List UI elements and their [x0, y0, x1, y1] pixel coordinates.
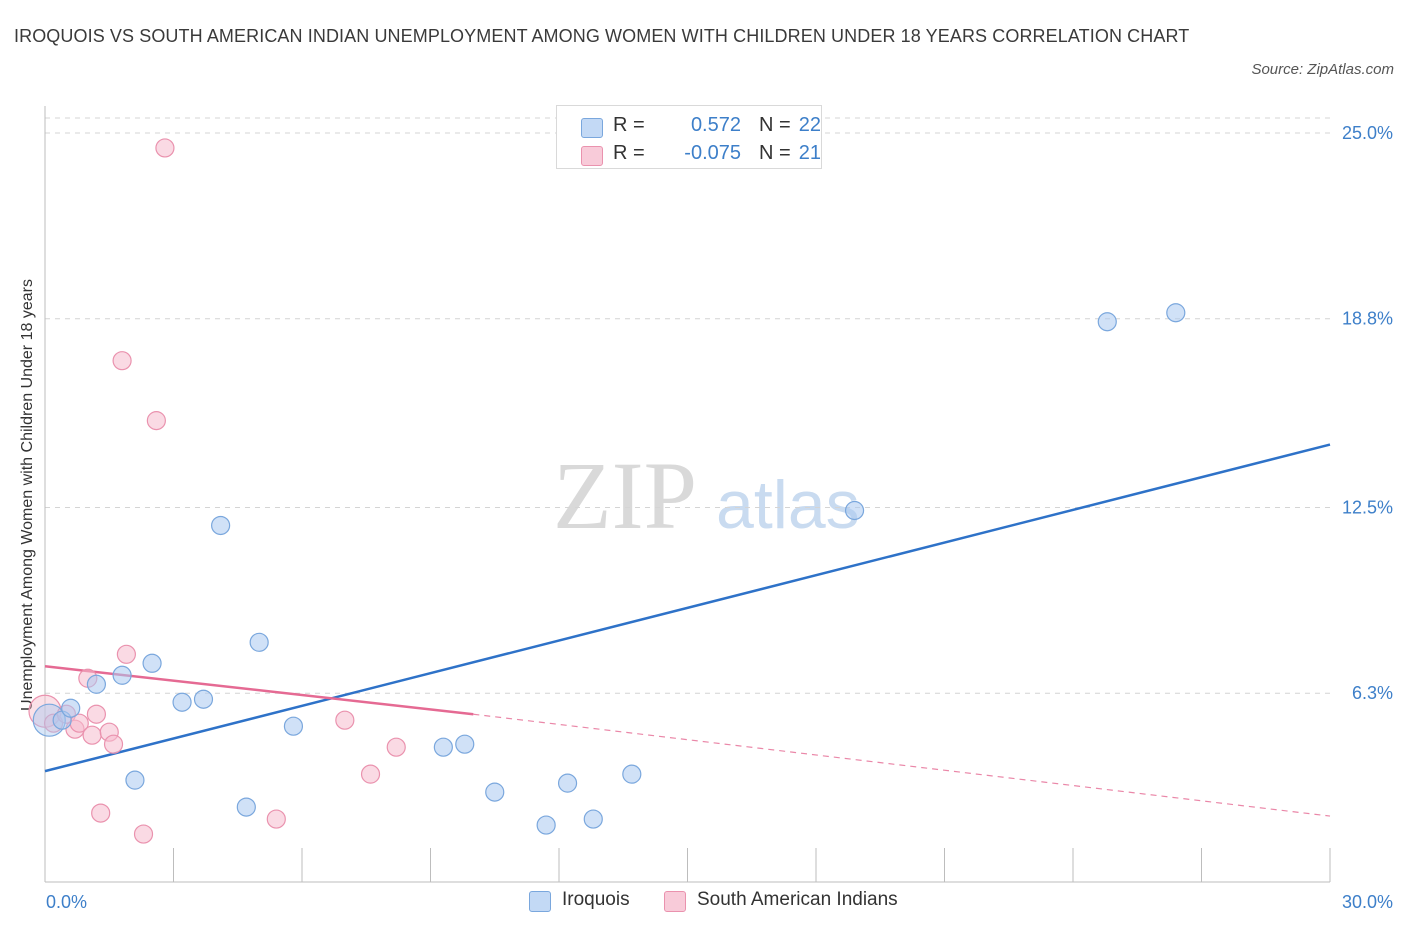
r-value: -0.075 — [684, 142, 741, 164]
tick-labels: 6.3% 12.5% 18.8% 25.0% 0.0% 30.0% — [46, 123, 1393, 912]
sai-point — [360, 764, 381, 784]
legend-label: Iroquois — [562, 889, 630, 910]
iroquois-point — [249, 632, 269, 652]
sai-point — [266, 809, 286, 829]
iroquois-swatch — [581, 118, 603, 138]
iroquois-point — [125, 770, 145, 790]
watermark-atlas: atlas — [716, 467, 860, 543]
iroquois-swatch — [529, 891, 551, 912]
sai-point — [103, 734, 124, 754]
iroquois-point — [557, 773, 578, 793]
iroquois-point — [485, 782, 505, 802]
iroquois-point — [112, 665, 132, 685]
r-label: R = — [613, 114, 645, 136]
iroquois-point — [211, 515, 231, 536]
legend-label: South American Indians — [697, 889, 898, 910]
n-value: 21 — [798, 142, 821, 164]
sai-point — [86, 704, 107, 724]
x-tick-label: 30.0% — [1342, 892, 1393, 912]
sai-swatch — [581, 146, 603, 166]
watermark-zip: ZIP — [553, 442, 697, 549]
iroquois-point — [583, 809, 603, 829]
iroquois-point — [236, 797, 256, 817]
sai-point — [335, 710, 355, 730]
r-value: 0.572 — [690, 114, 741, 136]
axes — [44, 106, 1331, 883]
iroquois-point — [172, 692, 192, 712]
data-points — [28, 138, 1186, 844]
iroquois-point — [1097, 312, 1117, 332]
sai-swatch — [664, 891, 686, 912]
sai-point — [386, 737, 406, 757]
iroquois-point — [86, 674, 107, 694]
iroquois-point — [283, 716, 304, 736]
y-tick-label: 12.5% — [1342, 497, 1393, 517]
iroquois-point — [844, 500, 865, 521]
n-label: N = — [759, 142, 791, 164]
sai-point — [112, 351, 132, 371]
sai-point — [91, 803, 111, 823]
iroquois-trend-line — [44, 443, 1331, 773]
sai-point — [155, 138, 175, 158]
y-tick-label: 25.0% — [1342, 123, 1393, 143]
iroquois-point — [193, 689, 214, 709]
iroquois-point — [536, 815, 556, 835]
n-label: N = — [759, 114, 791, 136]
chart-title: IROQUOIS VS SOUTH AMERICAN INDIAN UNEMPL… — [14, 26, 1190, 46]
iroquois-point — [61, 698, 81, 718]
iroquois-point — [142, 653, 162, 673]
series-legend: Iroquois South American Indians — [0, 888, 1406, 918]
correlation-legend: R = 0.572 N = 22 R = -0.075 N = 21 — [556, 105, 822, 169]
sai-point — [146, 411, 166, 431]
iroquois-point — [433, 737, 453, 757]
sai-trend-line-extended — [473, 713, 1331, 817]
r-label: R = — [613, 142, 645, 164]
iroquois-point — [1166, 303, 1186, 323]
iroquois-point — [455, 734, 475, 754]
n-value: 22 — [798, 114, 821, 136]
sai-point — [133, 824, 154, 844]
y-tick-label: 6.3% — [1352, 683, 1393, 703]
y-tick-label: 18.8% — [1342, 309, 1393, 329]
source-label: Source: ZipAtlas.com — [1251, 61, 1394, 78]
sai-point — [116, 644, 136, 664]
iroquois-point — [622, 764, 642, 784]
x-tick-label: 0.0% — [46, 892, 87, 912]
sai-trend-line — [44, 665, 474, 716]
sai-point — [82, 725, 102, 745]
